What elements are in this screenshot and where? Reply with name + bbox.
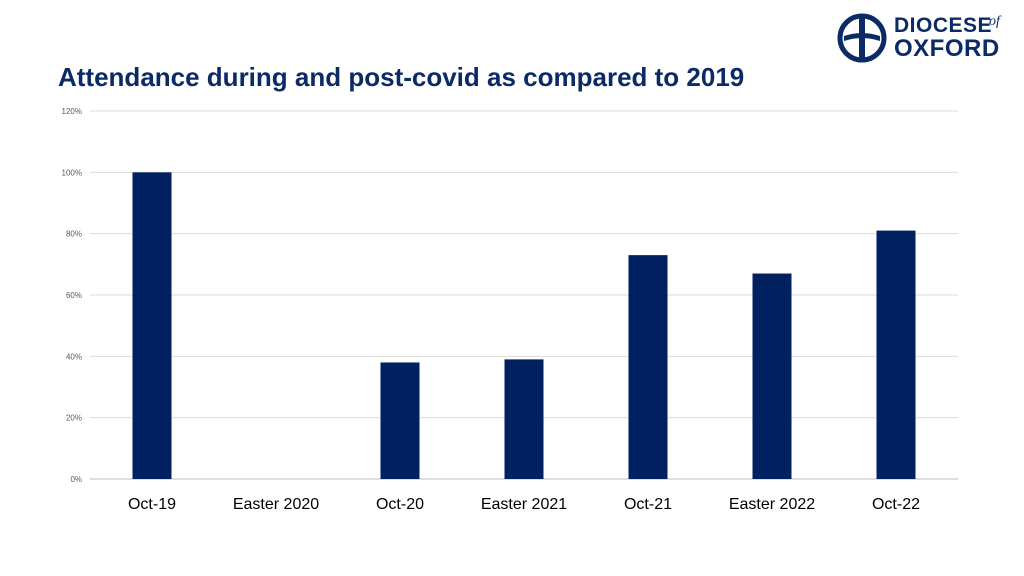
bar-oct-20 — [380, 362, 420, 479]
y-tick-label: 20% — [66, 414, 82, 423]
bar-oct-22 — [876, 230, 916, 479]
x-category-label: Oct-19 — [128, 496, 176, 513]
y-tick-label: 0% — [70, 475, 82, 484]
diocese-logo: DIOCESE of OXFORD — [836, 12, 1016, 64]
logo-text-oxford: OXFORD — [894, 35, 1000, 62]
y-tick-label: 100% — [62, 168, 82, 177]
x-category-label: Oct-21 — [624, 496, 672, 513]
bar-oct-21 — [628, 255, 668, 479]
y-tick-label: 80% — [66, 230, 82, 239]
y-tick-label: 120% — [62, 107, 82, 116]
x-category-label: Easter 2022 — [729, 496, 815, 513]
x-category-label: Oct-20 — [376, 496, 424, 513]
y-tick-label: 40% — [66, 352, 82, 361]
slide-title: Attendance during and post-covid as comp… — [58, 62, 745, 92]
bars — [132, 172, 916, 480]
y-tick-labels: 0% 20% 40% 60% 80% 100% 120% — [62, 107, 82, 484]
cross-emblem-icon — [837, 13, 887, 63]
logo-text-of: of — [989, 14, 1000, 29]
x-category-label: Easter 2020 — [233, 496, 319, 513]
logo-text-diocese: DIOCESE — [894, 14, 993, 37]
x-category-label: Oct-22 — [872, 496, 920, 513]
x-category-labels: Oct-19 Easter 2020 Oct-20 Easter 2021 Oct-21… — [128, 496, 920, 513]
x-category-label: Easter 2021 — [481, 496, 567, 513]
bar-easter-2022 — [752, 273, 792, 479]
bar-oct-19 — [132, 172, 172, 480]
bar-easter-2021 — [504, 359, 544, 479]
y-tick-label: 60% — [66, 291, 82, 300]
